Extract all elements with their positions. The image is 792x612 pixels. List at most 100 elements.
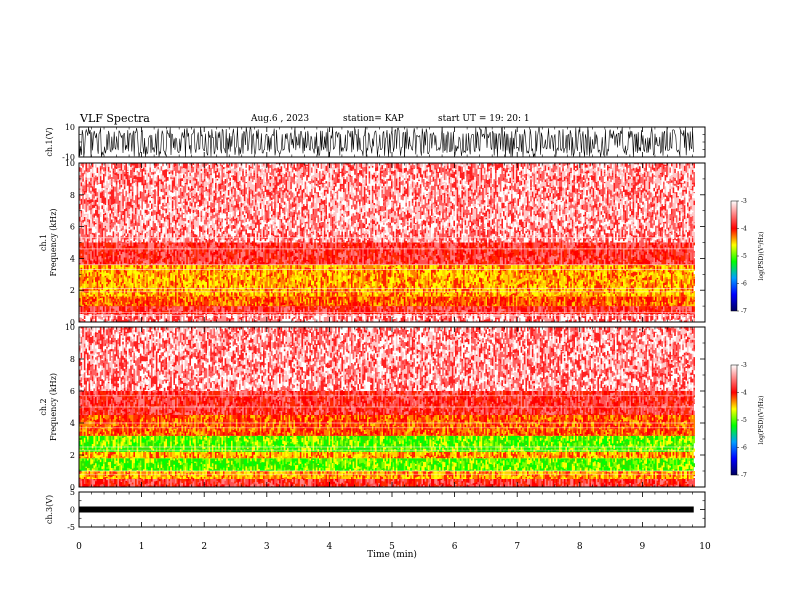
band-texture	[80, 471, 696, 479]
colorbar-tick-label: -5	[741, 253, 747, 260]
y-tick-label: 0	[70, 318, 75, 327]
band-fill	[79, 479, 694, 487]
colorbar-label: log(PSD)(V²/Hz)	[758, 232, 765, 281]
band-texture	[79, 415, 695, 436]
panel-ticks	[78, 491, 706, 528]
band-texture	[79, 327, 695, 391]
band-texture	[79, 391, 695, 415]
band-texture	[79, 415, 694, 436]
panel-ticks	[78, 326, 706, 488]
band-texture	[85, 458, 694, 471]
y-tick-label: -10	[62, 153, 75, 162]
colorbar-tick-label: -4	[741, 390, 747, 397]
band-texture	[79, 415, 695, 436]
band-texture	[82, 306, 694, 315]
colorbar-tick-label: -6	[741, 445, 747, 452]
spectrogram-band	[79, 391, 695, 415]
band-texture	[79, 296, 695, 307]
ch2-spectrogram-image	[79, 327, 705, 487]
band-fill	[79, 306, 694, 315]
band-texture	[79, 306, 695, 315]
ch3-waveform-line	[79, 506, 694, 513]
chart-title: VLF Spectra	[80, 112, 150, 125]
y-tick-label: -5	[67, 523, 75, 532]
y-tick-label: 10	[65, 323, 75, 332]
x-tick-label: 5	[389, 542, 395, 552]
spectrogram-band	[79, 327, 695, 391]
colorbar-tick-label: -6	[741, 281, 747, 288]
y-tick-label: 5	[70, 488, 75, 497]
x-tick-label: 4	[327, 542, 333, 552]
x-axis-label: Time (min)	[367, 549, 417, 560]
y-tick-label: 4	[70, 419, 75, 428]
colorbar	[730, 364, 738, 476]
ch1-waveform-line	[78, 126, 694, 158]
spectrogram-ylabel: Frequency (kHz)	[49, 373, 58, 441]
band-texture	[79, 327, 695, 391]
band-texture	[83, 451, 696, 459]
y-tick-label: 10	[65, 159, 75, 168]
x-tick-label: 3	[264, 542, 270, 552]
band-texture	[79, 479, 695, 487]
spectrogram-band	[79, 435, 696, 452]
x-tick-label: 2	[201, 542, 207, 552]
y-tick-label: 6	[70, 387, 75, 396]
ch1-waveform-ylabel: ch.1(V)	[45, 127, 54, 156]
spectrogram-band	[79, 296, 695, 307]
colorbar-tick-label: -4	[741, 226, 747, 233]
spectrogram-channel-label: ch.1	[39, 234, 48, 251]
date-label: Aug.6 , 2023	[251, 114, 310, 124]
spectrogram-band	[79, 314, 695, 322]
band-texture	[80, 479, 694, 487]
colorbar-tick-label: -5	[741, 417, 747, 424]
y-tick-label: 0	[70, 506, 75, 515]
y-tick-label: 4	[70, 254, 75, 263]
band-texture	[82, 296, 695, 307]
spectrogram-band	[79, 451, 696, 459]
ch1-spectrogram-image	[79, 163, 705, 322]
band-texture	[79, 451, 695, 459]
spectrogram-band	[79, 163, 695, 243]
band-texture	[79, 264, 695, 297]
y-tick-label: 2	[70, 451, 75, 460]
band-texture	[80, 435, 696, 452]
band-texture	[80, 471, 694, 479]
x-tick-label: 0	[76, 542, 82, 552]
band-texture	[79, 163, 695, 243]
colorbar-label: log(PSD)(V²/Hz)	[758, 396, 765, 445]
colorbar	[730, 200, 738, 312]
spectrogram-band	[79, 242, 695, 265]
spectrogram-band	[79, 415, 695, 436]
x-tick-label: 7	[514, 542, 520, 552]
band-texture	[80, 435, 694, 452]
spectrogram-band	[79, 458, 695, 471]
ch3-waveform-ylabel: ch.3(V)	[45, 495, 54, 524]
colorbar-tick-label: -3	[741, 198, 747, 205]
panel-ticks	[78, 126, 706, 158]
band-texture	[79, 242, 695, 265]
band-texture	[79, 296, 695, 307]
band-texture	[79, 314, 695, 322]
panel-ticks	[78, 162, 706, 323]
x-tick-label: 6	[452, 542, 458, 552]
x-tick-label: 1	[139, 542, 145, 552]
band-texture	[79, 242, 695, 265]
band-texture	[79, 242, 695, 265]
band-texture	[79, 451, 694, 459]
colorbar-tick-label: -7	[741, 308, 747, 315]
band-texture	[79, 471, 695, 479]
band-texture	[79, 479, 695, 487]
station-label: station= KAP	[343, 114, 404, 124]
y-tick-label: 2	[70, 286, 75, 295]
spectrogram-band	[79, 264, 695, 297]
band-texture	[79, 458, 695, 471]
x-tick-label: 9	[640, 542, 646, 552]
band-texture	[79, 314, 695, 322]
band-texture	[83, 306, 696, 315]
colorbar-tick-label: -3	[741, 362, 747, 369]
spectrogram-ylabel: Frequency (kHz)	[49, 208, 58, 276]
spectrogram-channel-label: ch.2	[39, 398, 48, 415]
y-tick-label: 6	[70, 223, 75, 232]
spectrogram-band	[79, 479, 695, 487]
